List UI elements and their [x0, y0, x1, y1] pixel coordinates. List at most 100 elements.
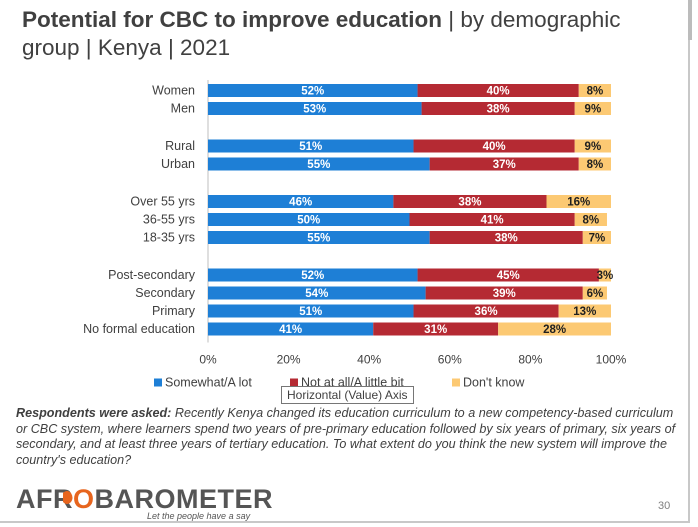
- category-label: Women: [152, 84, 195, 98]
- data-label: 9%: [585, 104, 602, 116]
- bar-segment: [558, 304, 611, 318]
- axis-tooltip: Horizontal (Value) Axis: [281, 386, 414, 404]
- bar-segment: [393, 195, 547, 208]
- data-label: 51%: [299, 141, 322, 153]
- bar-segment: [373, 322, 499, 336]
- bar-segment: [409, 213, 575, 226]
- data-label: 53%: [303, 104, 326, 116]
- category-label: Urban: [161, 157, 195, 171]
- stacked-bar-chart[interactable]: Women 52% 40% 8% Men 53% 38% 9% Rural 51% 40% 9% Urb…: [0, 75, 690, 395]
- bar-segment: [208, 195, 394, 208]
- category-label: 18-35 yrs: [143, 231, 195, 245]
- data-label: 37%: [493, 159, 516, 171]
- category-label: Rural: [165, 139, 195, 153]
- data-label: 55%: [307, 159, 330, 171]
- bar-segment: [417, 84, 579, 97]
- data-label: 45%: [497, 270, 520, 282]
- logo-tagline: Let the people have a say: [147, 511, 251, 521]
- bar-segment: [546, 195, 611, 208]
- bar-segment: [208, 231, 430, 244]
- x-tick-label: 40%: [357, 353, 381, 367]
- x-tick-label: 60%: [438, 353, 462, 367]
- bar-segment: [582, 231, 611, 244]
- logo-wordmark: AFROBAROMETER: [16, 484, 273, 514]
- bar-segment: [208, 286, 426, 300]
- chart-title-rest: | by demographic group | Kenya | 2021: [22, 7, 621, 60]
- data-label: 3%: [597, 270, 614, 282]
- data-label: 38%: [487, 104, 510, 116]
- data-label: 52%: [301, 86, 324, 98]
- data-label: 41%: [481, 215, 504, 227]
- legend-swatch: [154, 378, 162, 387]
- data-label: 39%: [493, 288, 516, 300]
- bar-segment: [417, 268, 599, 282]
- legend-swatch: [290, 378, 298, 387]
- data-label: 31%: [424, 324, 447, 336]
- scrollbar[interactable]: [688, 0, 692, 40]
- data-label: 40%: [483, 141, 506, 153]
- data-label: 8%: [587, 159, 604, 171]
- data-label: 50%: [297, 215, 320, 227]
- x-tick-label: 100%: [596, 353, 627, 367]
- x-tick-label: 20%: [277, 353, 301, 367]
- legend-label: Don't know: [463, 376, 525, 390]
- logo-africa-icon: [63, 491, 73, 504]
- bar-segment: [208, 213, 410, 226]
- bar-segment: [429, 157, 579, 171]
- bar-segment: [574, 102, 611, 115]
- bar-segment: [208, 322, 374, 336]
- bar-segment: [413, 304, 559, 318]
- category-label: Post-secondary: [108, 268, 196, 282]
- bar-segment: [208, 268, 418, 282]
- data-label: 55%: [307, 233, 330, 245]
- category-label: No formal education: [83, 322, 195, 336]
- data-label: 38%: [458, 197, 481, 209]
- page-number: 30: [658, 500, 671, 512]
- bar-segment: [582, 286, 607, 300]
- category-label: Over 55 yrs: [130, 195, 195, 209]
- question-lead: Respondents were asked:: [16, 406, 172, 420]
- data-label: 52%: [301, 270, 324, 282]
- category-label: 36-55 yrs: [143, 213, 195, 227]
- x-tick-label: 0%: [199, 353, 217, 367]
- survey-question: Respondents were asked: Recently Kenya c…: [16, 406, 682, 468]
- question-text: Recently Kenya changed its education cur…: [16, 406, 676, 467]
- data-label: 51%: [299, 306, 322, 318]
- data-label: 40%: [487, 86, 510, 98]
- category-label: Primary: [152, 304, 196, 318]
- bar-segment: [498, 322, 611, 336]
- bar-segment: [574, 213, 607, 226]
- bar-segment: [208, 84, 418, 97]
- bar-segment: [413, 139, 575, 153]
- bar-segment: [598, 268, 611, 282]
- legend-label: Somewhat/A lot: [165, 376, 252, 390]
- data-label: 13%: [573, 306, 596, 318]
- data-label: 8%: [583, 215, 600, 227]
- bar-segment: [574, 139, 611, 153]
- bar-segment: [429, 231, 583, 244]
- bar-segment: [421, 102, 575, 115]
- bar-segment: [425, 286, 583, 300]
- data-label: 7%: [589, 233, 606, 245]
- bar-segment: [578, 157, 611, 171]
- x-tick-label: 80%: [518, 353, 542, 367]
- data-label: 16%: [567, 197, 590, 209]
- chart-title-main: Potential for CBC to improve education: [22, 7, 443, 32]
- legend-swatch: [452, 378, 460, 387]
- data-label: 46%: [289, 197, 312, 209]
- data-label: 54%: [305, 288, 328, 300]
- data-label: 38%: [495, 233, 518, 245]
- bar-segment: [208, 304, 414, 318]
- bar-segment: [208, 139, 414, 153]
- bar-segment: [208, 102, 422, 115]
- data-label: 6%: [587, 288, 604, 300]
- data-label: 36%: [475, 306, 498, 318]
- chart-title: Potential for CBC to improve education |…: [22, 6, 682, 62]
- data-label: 8%: [587, 86, 604, 98]
- bar-segment: [578, 84, 611, 97]
- bar-segment: [208, 157, 430, 171]
- data-label: 28%: [543, 324, 566, 336]
- category-label: Men: [171, 102, 195, 116]
- data-label: 41%: [279, 324, 302, 336]
